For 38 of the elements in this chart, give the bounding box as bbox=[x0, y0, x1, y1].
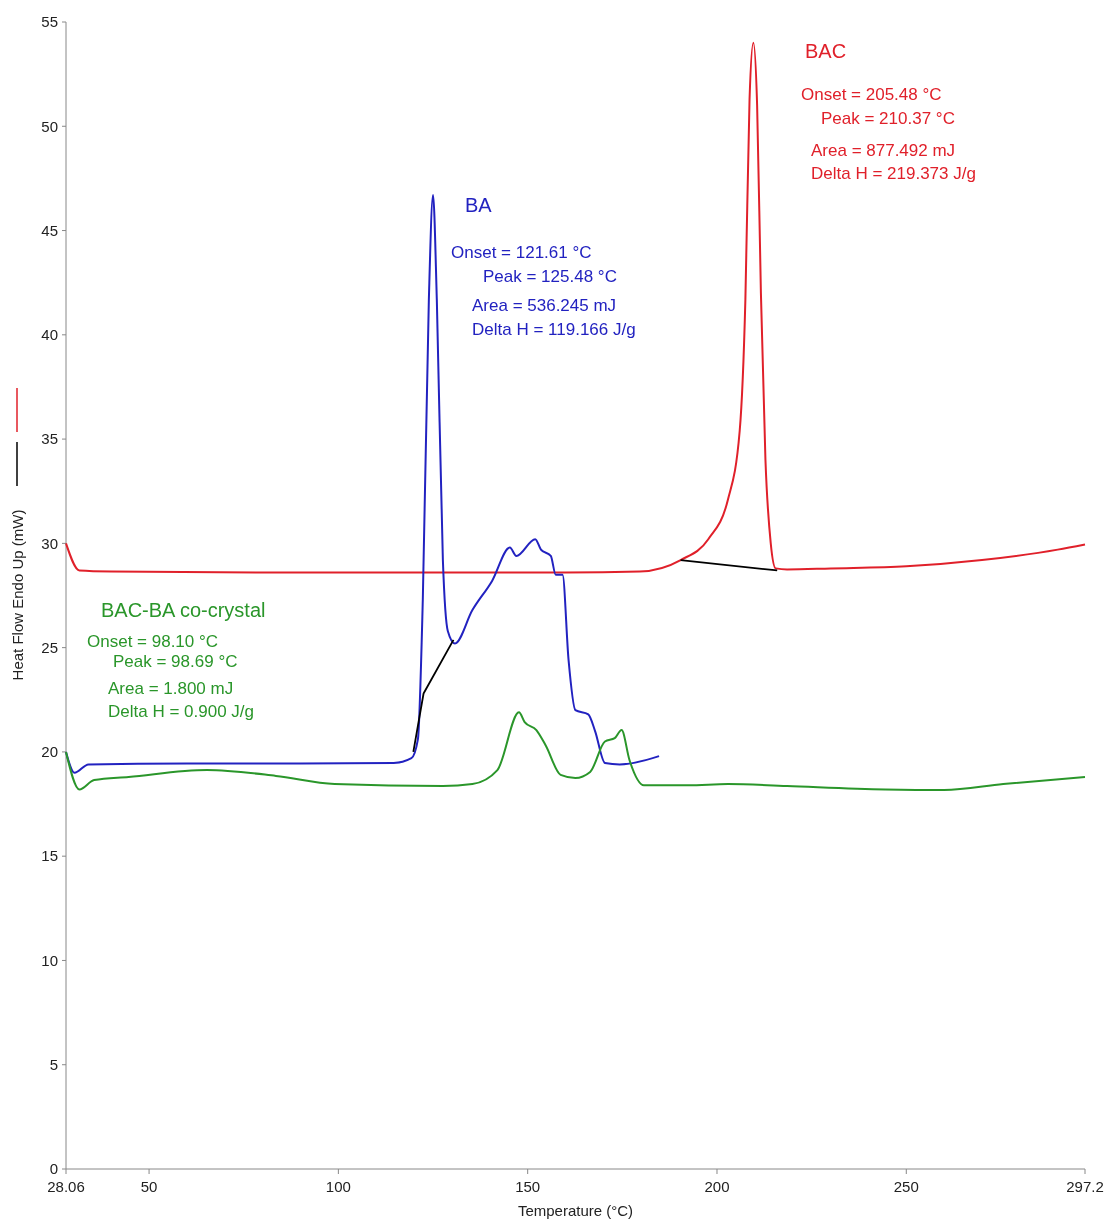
text: BAC bbox=[805, 40, 847, 62]
y-tick-label: 20 bbox=[41, 743, 58, 761]
series-label: BA bbox=[465, 194, 493, 216]
x-tick-label: 28.06 bbox=[47, 1178, 85, 1195]
annotation: Peak = 98.69 °C bbox=[113, 652, 238, 671]
y-tick-label: 30 bbox=[41, 534, 58, 552]
annotation: Peak = 210.37 °C bbox=[821, 109, 955, 128]
x-tick-label: 297.2 bbox=[1066, 1178, 1104, 1195]
annotation: Onset = 98.10 °C bbox=[87, 632, 219, 651]
x-tick-label: 200 bbox=[704, 1178, 730, 1195]
y-tick-label: 45 bbox=[41, 221, 58, 239]
annotation: Delta H = 0.900 J/g bbox=[108, 702, 255, 721]
annotation: Area = 1.800 mJ bbox=[108, 679, 234, 698]
y-tick-label: 40 bbox=[41, 326, 58, 344]
x-tick-label: 100 bbox=[325, 1178, 351, 1195]
annotation: Peak = 125.48 °C bbox=[483, 267, 617, 286]
annotation: Delta H = 219.373 J/g bbox=[811, 164, 976, 183]
text: BAC-BA co-crystal bbox=[101, 599, 266, 621]
annotation: Area = 877.492 mJ bbox=[811, 141, 956, 160]
x-tick-label: 250 bbox=[893, 1178, 919, 1195]
line-series bbox=[65, 194, 661, 774]
line-series bbox=[65, 41, 1086, 574]
x-tick-label: 50 bbox=[140, 1178, 158, 1195]
x-axis-title: Temperature (°C) bbox=[517, 1202, 634, 1219]
y-tick-label: 25 bbox=[41, 638, 58, 656]
annotation: Onset = 205.48 °C bbox=[801, 85, 942, 104]
y-tick-label: 0 bbox=[49, 1160, 58, 1178]
y-tick-label: 55 bbox=[41, 13, 58, 31]
x-tick-label: 150 bbox=[515, 1178, 541, 1195]
y-tick-label: 50 bbox=[41, 117, 58, 135]
y-tick-label: 15 bbox=[41, 847, 58, 865]
y-axis-title: Heat Flow Endo Up (mW) bbox=[9, 509, 26, 681]
y-tick-label: 5 bbox=[49, 1055, 58, 1073]
annotation: Onset = 121.61 °C bbox=[451, 243, 592, 262]
annotation: Delta H = 119.166 J/g bbox=[472, 320, 636, 339]
annotation: Area = 536.245 mJ bbox=[472, 296, 617, 315]
y-tick-label: 35 bbox=[41, 430, 58, 448]
y-tick-label: 10 bbox=[41, 951, 58, 969]
